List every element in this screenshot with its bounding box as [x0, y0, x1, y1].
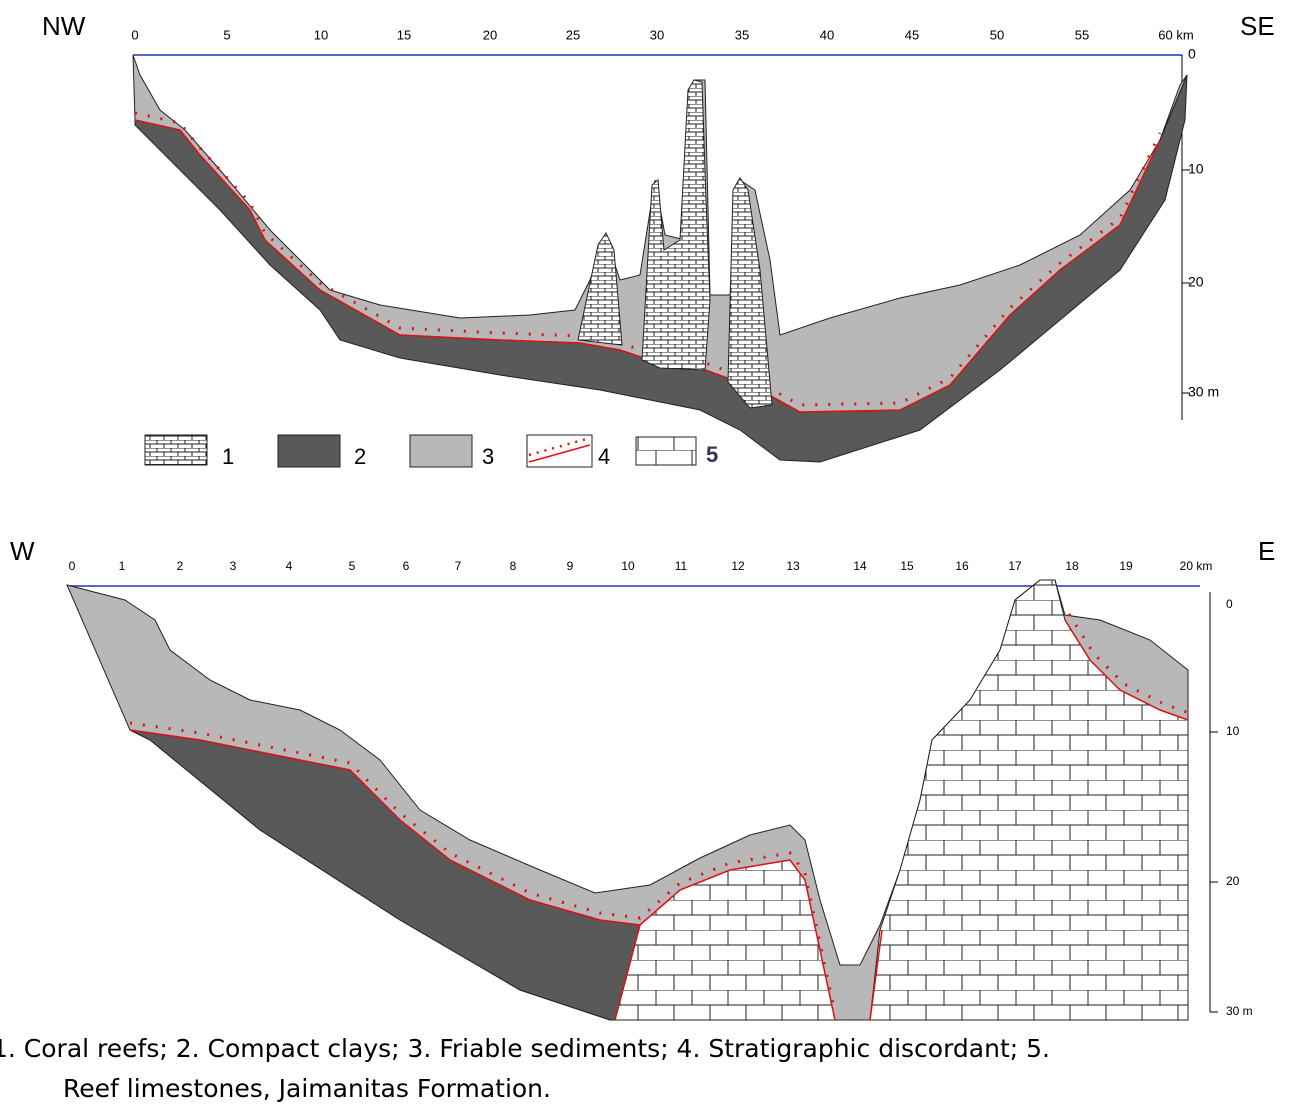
depth-tick-label: 10 [1226, 724, 1240, 738]
legend-label: 5 [706, 442, 718, 467]
direction-label: E [1258, 536, 1275, 566]
distance-tick-label: 50 [990, 27, 1004, 42]
distance-tick-label: 6 [403, 559, 410, 573]
distance-tick-label: 15 [397, 27, 411, 42]
distance-tick-label: 11 [675, 559, 688, 573]
reef-limestone [615, 860, 835, 1020]
distance-tick-label: 15 [900, 559, 914, 573]
caption-line: Reef limestones, Jaimanitas Formation. [63, 1074, 551, 1103]
diagram: 1 2 3 4 5 1. Coral reefs; 2. Compact cla… [0, 0, 1291, 1115]
direction-label: NW [42, 11, 86, 41]
distance-tick-label: 18 [1065, 559, 1079, 573]
distance-tick-label: 19 [1119, 559, 1133, 573]
section-1 [133, 55, 1187, 462]
distance-tick-label: 10 [314, 27, 328, 42]
distance-tick-label: 5 [349, 559, 356, 573]
distance-tick-label: 17 [1008, 559, 1022, 573]
depth-tick-label: 30 m [1188, 384, 1219, 400]
distance-tick-label: 45 [905, 27, 919, 42]
distance-tick-label: 3 [230, 559, 237, 573]
distance-tick-label: 9 [567, 559, 574, 573]
legend-swatch [527, 435, 592, 467]
distance-tick-label: 10 [621, 559, 635, 573]
distance-tick-label: 14 [853, 559, 867, 573]
coral-reef [642, 80, 710, 370]
legend-swatch [636, 437, 696, 465]
distance-tick-label: 30 [650, 27, 664, 42]
distance-tick-label: 7 [455, 559, 462, 573]
direction-label: SE [1240, 11, 1275, 41]
legend-label: 3 [482, 444, 494, 469]
distance-tick-label: 0 [69, 559, 76, 573]
distance-tick-label: 40 [820, 27, 834, 42]
section-2 [67, 580, 1210, 1020]
distance-tick-label: 5 [223, 27, 230, 42]
distance-tick-label: 35 [735, 27, 749, 42]
distance-tick-label: 8 [510, 559, 517, 573]
distance-tick-label: 4 [286, 559, 293, 573]
distance-tick-label: 2 [177, 559, 184, 573]
legend-label: 2 [354, 444, 366, 469]
legend-swatch [410, 435, 472, 467]
distance-tick-label: 60 km [1158, 27, 1193, 42]
distance-tick-label: 16 [955, 559, 969, 573]
distance-tick-label: 12 [731, 559, 745, 573]
legend-label: 4 [598, 444, 610, 469]
depth-tick-label: 20 [1226, 874, 1240, 888]
legend-swatch [278, 435, 340, 467]
depth-tick-label: 30 m [1226, 1004, 1253, 1018]
legend-label: 1 [222, 444, 234, 469]
distance-tick-label: 13 [786, 559, 800, 573]
depth-tick-label: 20 [1188, 274, 1204, 290]
distance-tick-label: 20 [483, 27, 497, 42]
caption-line: 1. Coral reefs; 2. Compact clays; 3. Fri… [0, 1034, 1050, 1063]
depth-tick-label: 0 [1226, 597, 1233, 611]
distance-tick-label: 25 [566, 27, 580, 42]
distance-tick-label: 20 km [1180, 559, 1213, 573]
depth-tick-label: 0 [1188, 46, 1196, 62]
legend-swatch [145, 435, 207, 465]
distance-tick-label: 55 [1075, 27, 1089, 42]
distance-tick-label: 0 [131, 27, 138, 42]
direction-label: W [10, 536, 35, 566]
depth-tick-label: 10 [1188, 161, 1204, 177]
distance-tick-label: 1 [119, 559, 126, 573]
coral-reef [578, 233, 622, 345]
legend: 1 2 3 4 5 [145, 435, 718, 469]
